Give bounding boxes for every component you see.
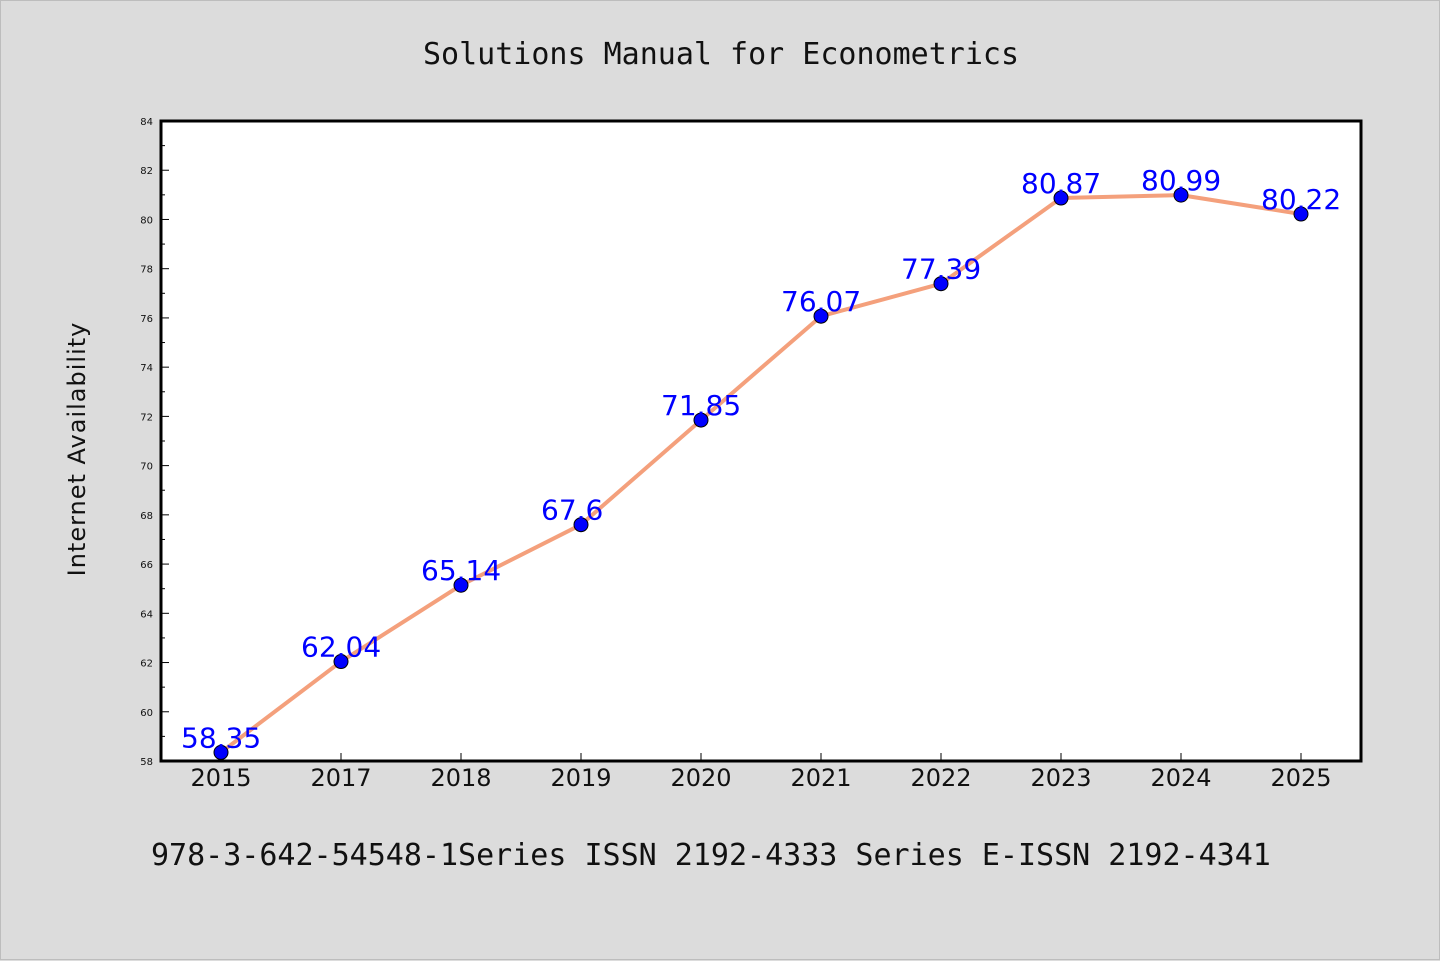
plot-area [161,121,1361,761]
data-label: 77.39 [901,253,981,286]
data-label: 67.6 [541,494,603,527]
y-tick-label: 78 [140,265,153,276]
series-layer [213,187,1309,760]
x-tick-label: 2023 [1030,764,1091,792]
y-tick-label: 66 [140,560,153,571]
x-tick-label: 2015 [190,764,251,792]
data-point [1053,190,1069,206]
data-label: 65.14 [421,554,501,587]
y-axis-label: Internet Availability [63,322,91,577]
y-tick-label: 74 [140,363,153,374]
x-tick-label: 2025 [1270,764,1331,792]
y-tick-label: 82 [140,166,153,177]
data-label: 62.04 [301,631,381,664]
x-tick-label: 2022 [910,764,971,792]
y-tick-label: 64 [140,609,153,620]
x-axis: 2015 2017 2018 2019 2020 2021 2022 2023 2024 2025 [190,753,1332,792]
x-tick-label: 2019 [550,764,611,792]
data-point [1293,206,1309,222]
chart-title: Solutions Manual for Econometrics [423,37,1019,72]
data-point [1173,187,1189,203]
y-tick-label: 76 [140,314,153,325]
data-label: 80.22 [1261,183,1341,216]
y-tick-label: 60 [140,708,153,719]
y-tick-label: 68 [140,511,153,522]
data-point [333,654,349,670]
footer-isbn-issn-text: 978-3-642-54548-1Series ISSN 2192-4333 S… [151,838,1271,873]
data-label: 58.35 [181,721,261,754]
y-tick-label: 84 [140,117,153,128]
y-tick-label: 72 [140,412,153,423]
data-label: 80.87 [1021,167,1101,200]
data-label: 71.85 [661,389,741,422]
data-point [213,744,229,760]
data-point [693,412,709,428]
data-point [933,276,949,292]
data-labels-layer: 58.35 62.04 65.14 67.6 71.85 76.07 77.39 80.87 8… [181,164,1341,754]
data-point [813,308,829,324]
plot-border [159,119,1363,763]
y-tick-label: 80 [140,215,153,226]
x-tick-label: 2017 [310,764,371,792]
y-tick-label: 62 [140,659,153,670]
x-tick-label: 2018 [430,764,491,792]
y-tick-label: 58 [140,757,153,768]
data-label: 76.07 [781,285,861,318]
data-point [453,577,469,593]
y-tick-label: 70 [140,462,153,473]
series-line [219,193,1303,755]
x-tick-label: 2020 [670,764,731,792]
data-point [573,517,589,533]
x-tick-label: 2024 [1150,764,1211,792]
x-tick-label: 2021 [790,764,851,792]
data-label: 80.99 [1141,164,1221,197]
